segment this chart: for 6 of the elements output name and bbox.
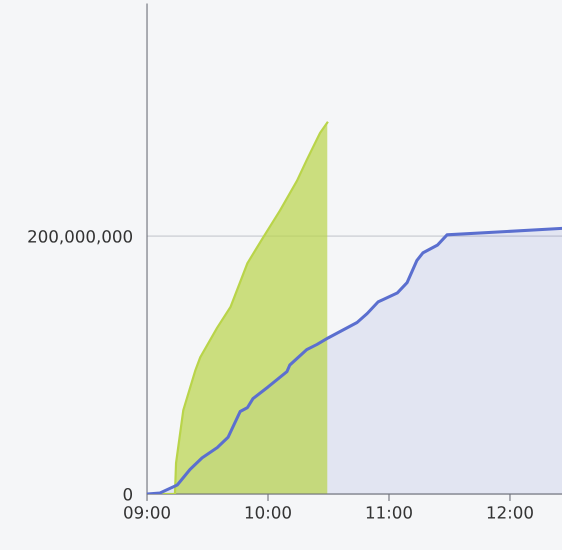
x-tick-label: 11:00 [366,506,412,519]
y-tick-label: 0 [124,488,132,501]
x-tick-label: 10:00 [246,506,291,519]
x-tick-label: 09:00 [124,506,170,519]
y-tick-label: 200,000,000 [28,230,132,244]
x-tick-label: 12:00 [488,506,533,519]
